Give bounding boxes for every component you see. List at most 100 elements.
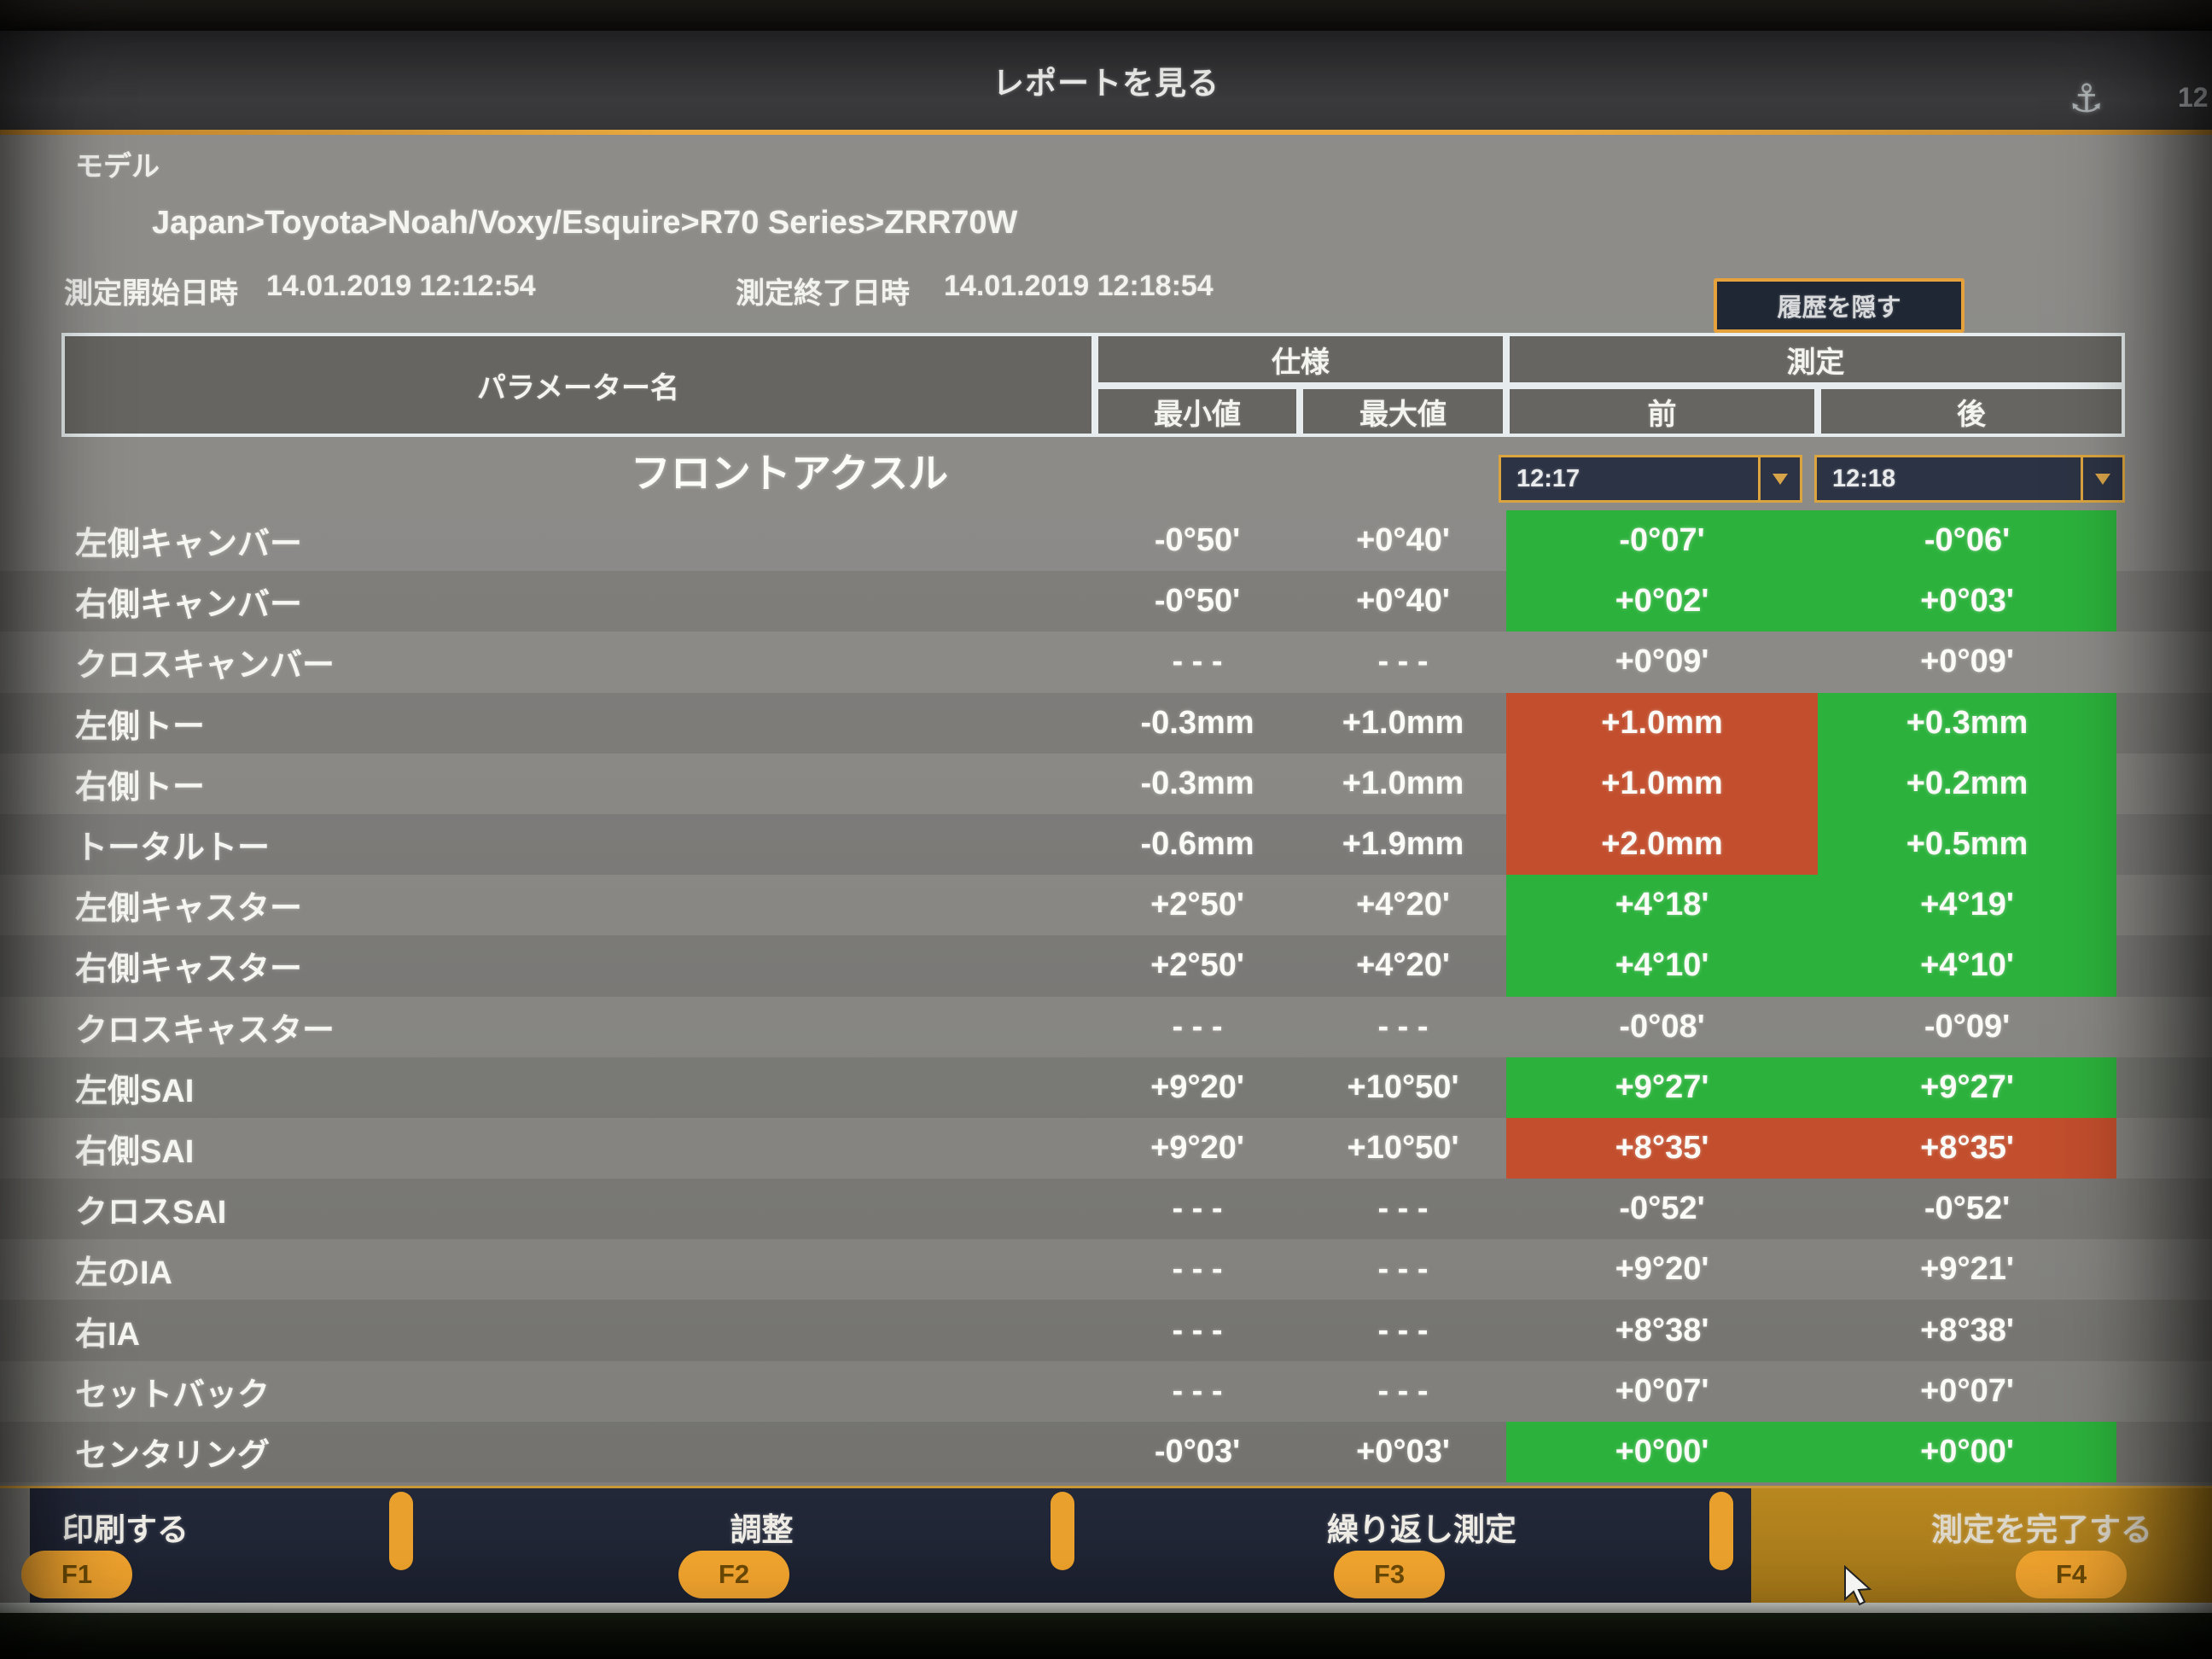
parameter-rows: 左側キャンバー -0°50' +0°40' -0°07' -0°06' 右側キャンバー -0… xyxy=(0,510,2212,1482)
table-row: 右側キャンバー -0°50' +0°40' +0°02' +0°03' xyxy=(0,571,2212,632)
row-before-cell: -0°52' xyxy=(1506,1179,1818,1239)
row-label: トータルトー xyxy=(75,830,271,867)
hide-history-button[interactable]: 履歴を隠す xyxy=(1714,278,1965,333)
row-label: 右側キャンバー xyxy=(75,587,303,624)
row-max-value: - - - xyxy=(1377,643,1429,680)
row-label: 右IA xyxy=(75,1316,141,1353)
row-label: クロスキャスター xyxy=(75,1012,335,1049)
before-time-dropdown[interactable]: 12:17 xyxy=(1499,455,1802,503)
top-bezel xyxy=(0,0,2212,31)
row-before-value: -0°07' xyxy=(1619,522,1705,559)
table-row: 右側トー -0.3mm +1.0mm +1.0mm +0.2mm xyxy=(0,753,2212,814)
row-before-value: +2.0mm xyxy=(1601,826,1723,863)
row-min-value: -0.3mm xyxy=(1140,704,1254,741)
row-min-value: -0°03' xyxy=(1154,1433,1241,1470)
row-before-value: +8°35' xyxy=(1615,1129,1709,1166)
row-after-value: +0.2mm xyxy=(1906,765,2029,801)
table-row: 左側キャスター +2°50' +4°20' +4°18' +4°19' xyxy=(0,875,2212,936)
row-before-cell: +8°35' xyxy=(1506,1117,1818,1179)
row-before-cell: +4°18' xyxy=(1506,875,1818,936)
row-after-cell: -0°06' xyxy=(1818,510,2116,572)
row-after-cell: +8°35' xyxy=(1818,1117,2116,1179)
row-min-value: -0°50' xyxy=(1154,583,1241,620)
row-min-value: -0°50' xyxy=(1154,522,1241,559)
row-before-value: +0°07' xyxy=(1615,1372,1709,1409)
row-before-value: +1.0mm xyxy=(1601,704,1723,741)
table-row: 右IA - - - - - - +8°38' +8°38' xyxy=(0,1300,2212,1361)
row-before-cell: +1.0mm xyxy=(1506,753,1818,814)
table-row: セットバック - - - - - - +0°07' +0°07' xyxy=(0,1361,2212,1422)
fkey-badge-f2: F2 xyxy=(678,1551,789,1598)
screen-bottom-edge xyxy=(0,1603,2212,1613)
row-min-value: +2°50' xyxy=(1150,887,1244,923)
table-row: トータルトー -0.6mm +1.9mm +2.0mm +0.5mm xyxy=(0,813,2212,876)
footer-divider-pill xyxy=(389,1492,413,1570)
row-after-cell: +0°00' xyxy=(1818,1421,2116,1482)
table-row: 右側SAI +9°20' +10°50' +8°35' +8°35' xyxy=(0,1117,2212,1179)
model-label: モデル xyxy=(75,150,160,182)
titlebar: レポートを見る xyxy=(0,31,2212,130)
row-min-value: -0.6mm xyxy=(1140,826,1254,863)
row-after-cell: +4°10' xyxy=(1818,935,2116,997)
section-title-front-axle: フロントアクスル xyxy=(630,451,949,496)
row-before-cell: +0°07' xyxy=(1506,1361,1818,1422)
row-label: 左側キャスター xyxy=(75,891,303,928)
row-before-cell: -0°08' xyxy=(1506,997,1818,1057)
row-after-cell: +9°21' xyxy=(1818,1239,2116,1300)
row-before-value: +9°27' xyxy=(1615,1068,1709,1105)
row-min-value: - - - xyxy=(1172,1312,1223,1348)
row-max-value: +10°50' xyxy=(1347,1068,1459,1105)
row-before-cell: +9°27' xyxy=(1506,1057,1818,1118)
row-after-cell: +8°38' xyxy=(1818,1300,2116,1360)
row-min-value: +9°20' xyxy=(1150,1129,1244,1166)
table-row: クロスSAI - - - - - - -0°52' -0°52' xyxy=(0,1179,2212,1240)
row-after-cell: +0°03' xyxy=(1818,571,2116,632)
table-row: 左側キャンバー -0°50' +0°40' -0°07' -0°06' xyxy=(0,510,2212,572)
row-before-cell: +0°00' xyxy=(1506,1421,1818,1482)
row-after-value: +0.3mm xyxy=(1906,704,2029,741)
row-after-cell: +9°27' xyxy=(1818,1057,2116,1118)
row-after-cell: -0°09' xyxy=(1818,997,2116,1057)
table-row: 左側トー -0.3mm +1.0mm +1.0mm +0.3mm xyxy=(0,692,2212,754)
function-button-f3[interactable]: 繰り返し測定 xyxy=(1092,1488,1751,1603)
row-max-value: - - - xyxy=(1377,1312,1429,1348)
table-row: クロスキャンバー - - - - - - +0°09' +0°09' xyxy=(0,632,2212,692)
max-value-header: 最大値 xyxy=(1300,386,1506,437)
after-time-value: 12:18 xyxy=(1832,464,1896,492)
start-time-label: 測定開始日時 xyxy=(64,277,238,310)
row-label: 左のIA xyxy=(75,1255,173,1292)
fkey-badge-f4: F4 xyxy=(2016,1551,2127,1598)
row-max-value: +1.0mm xyxy=(1342,765,1464,801)
row-before-value: -0°08' xyxy=(1619,1008,1705,1045)
row-before-cell: -0°07' xyxy=(1506,510,1818,572)
row-max-value: +0°40' xyxy=(1356,522,1450,559)
row-before-value: +1.0mm xyxy=(1601,765,1723,801)
anchor-icon xyxy=(2069,75,2104,121)
before-time-value: 12:17 xyxy=(1516,464,1580,492)
row-after-value: +4°10' xyxy=(1920,947,2014,984)
row-after-value: +8°35' xyxy=(1920,1129,2014,1166)
function-bar: 印刷する F1 調整 F2 繰り返し測定 F3 測定を完了する F4 xyxy=(0,1486,2212,1603)
after-time-dropdown[interactable]: 12:18 xyxy=(1814,455,2125,503)
row-after-cell: +4°19' xyxy=(1818,875,2116,936)
row-max-value: +4°20' xyxy=(1356,947,1450,984)
row-before-cell: +0°02' xyxy=(1506,571,1818,632)
row-label: 右側キャスター xyxy=(75,952,303,988)
row-label: 左側SAI xyxy=(75,1073,195,1109)
page-title: レポートを見る xyxy=(992,66,1220,101)
row-before-value: +8°38' xyxy=(1615,1312,1709,1348)
row-max-value: +0°40' xyxy=(1356,583,1450,620)
row-after-cell: +0°07' xyxy=(1818,1361,2116,1422)
row-before-cell: +8°38' xyxy=(1506,1300,1818,1360)
function-button-label: 印刷する xyxy=(62,1512,189,1547)
row-label: 左側キャンバー xyxy=(75,527,303,563)
row-min-value: +2°50' xyxy=(1150,947,1244,984)
function-button-f4[interactable]: 測定を完了する xyxy=(1751,1488,2212,1603)
row-label: センタリング xyxy=(75,1437,271,1474)
function-button-label: 調整 xyxy=(730,1512,794,1547)
min-value-header: 最小値 xyxy=(1095,386,1300,437)
row-min-value: - - - xyxy=(1172,643,1223,680)
row-after-value: +0.5mm xyxy=(1906,826,2029,863)
row-after-cell: -0°52' xyxy=(1818,1179,2116,1239)
